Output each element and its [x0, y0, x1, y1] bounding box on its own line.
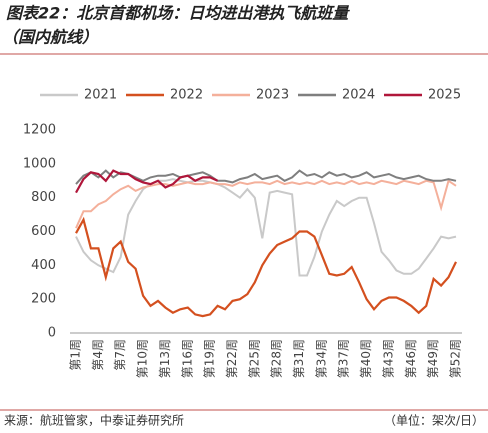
x-tick-label: 第16周 — [180, 339, 194, 378]
series-line — [75, 179, 457, 229]
y-tick-label: 1000 — [23, 156, 56, 171]
chart-subtitle: （国内航线） — [2, 28, 98, 47]
x-tick-label: 第25周 — [247, 339, 261, 378]
legend-label: 2022 — [170, 88, 203, 103]
y-tick-label: 400 — [31, 258, 56, 273]
series-line — [75, 169, 219, 194]
x-tick-label: 第40周 — [359, 339, 373, 378]
y-tick-label: 0 — [48, 326, 56, 341]
x-tick-label: 第43周 — [381, 339, 395, 378]
x-tick-label: 第13周 — [158, 339, 172, 378]
x-tick-label: 第28周 — [270, 339, 284, 378]
legend-label: 2021 — [84, 88, 117, 103]
x-tick-label: 第46周 — [404, 339, 418, 378]
x-tick-label: 第31周 — [292, 339, 306, 378]
series-line — [75, 178, 457, 277]
legend-label: 2025 — [428, 88, 461, 103]
y-tick-label: 200 — [31, 292, 56, 307]
legend-label: 2024 — [342, 88, 375, 103]
unit-note: （单位：架次/日） — [384, 413, 484, 428]
source-note: 来源：航班管家，中泰证券研究所 — [4, 413, 184, 428]
y-tick-label: 800 — [31, 190, 56, 205]
y-tick-label: 1200 — [23, 123, 56, 138]
legend-label: 2023 — [256, 88, 289, 103]
chart-title: 图表22：北京首都机场：日均进出港执飞航班量 — [6, 4, 350, 23]
x-tick-label: 第34周 — [314, 339, 328, 378]
series-line — [75, 216, 457, 318]
x-tick-label: 第37周 — [337, 339, 351, 378]
x-tick-label: 第49周 — [426, 339, 440, 378]
x-tick-label: 第10周 — [136, 339, 150, 378]
x-tick-label: 第4周 — [91, 339, 105, 371]
x-tick-label: 第22周 — [225, 339, 239, 378]
x-tick-label: 第1周 — [69, 339, 83, 371]
series-line — [75, 169, 457, 185]
x-tick-label: 第19周 — [203, 339, 217, 378]
x-tick-label: 第7周 — [113, 339, 127, 371]
y-tick-label: 600 — [31, 224, 56, 239]
x-tick-label: 第52周 — [449, 339, 463, 378]
